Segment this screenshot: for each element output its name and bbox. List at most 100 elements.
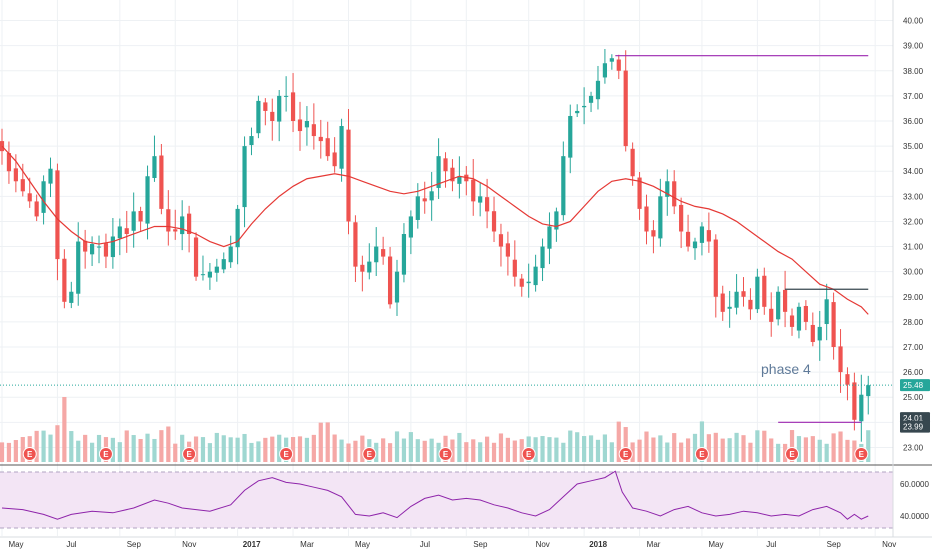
- candle[interactable]: [630, 142, 635, 186]
- candle[interactable]: [270, 98, 275, 141]
- candle[interactable]: [762, 267, 767, 315]
- candle[interactable]: [519, 273, 524, 297]
- candle[interactable]: [408, 210, 413, 255]
- candle[interactable]: [311, 103, 316, 150]
- earnings-marker[interactable]: E: [182, 447, 197, 461]
- candle[interactable]: [561, 141, 566, 221]
- candle[interactable]: [810, 312, 815, 347]
- candle[interactable]: [374, 227, 379, 277]
- candle[interactable]: [651, 220, 656, 254]
- candle[interactable]: [117, 218, 122, 256]
- candle[interactable]: [824, 283, 829, 341]
- candle[interactable]: [595, 65, 601, 110]
- candle[interactable]: [637, 171, 642, 220]
- candle[interactable]: [27, 177, 32, 208]
- candle[interactable]: [575, 104, 580, 117]
- candle[interactable]: [644, 194, 649, 245]
- rsi-axis[interactable]: 40.0000 60.0000: [900, 480, 929, 521]
- candle[interactable]: [367, 243, 372, 280]
- candle[interactable]: [304, 106, 310, 146]
- candle[interactable]: [485, 178, 490, 229]
- earnings-marker[interactable]: E: [362, 447, 377, 461]
- candle[interactable]: [138, 206, 143, 231]
- candle[interactable]: [6, 141, 12, 184]
- candle[interactable]: [214, 258, 219, 282]
- candle[interactable]: [582, 87, 587, 125]
- candle[interactable]: [776, 286, 781, 326]
- candle[interactable]: [339, 118, 344, 182]
- candle[interactable]: [526, 263, 531, 298]
- candle[interactable]: [332, 137, 337, 173]
- candle[interactable]: [290, 73, 296, 133]
- candle[interactable]: [796, 302, 802, 339]
- candle[interactable]: [741, 277, 746, 307]
- candle[interactable]: [588, 91, 594, 113]
- price-axis[interactable]: 23.0024.0025.0026.0027.0028.0029.0030.00…: [903, 17, 924, 453]
- candle[interactable]: [498, 223, 504, 267]
- candle[interactable]: [48, 157, 53, 198]
- candle[interactable]: [609, 54, 614, 70]
- candle[interactable]: [699, 222, 705, 256]
- candle[interactable]: [838, 329, 843, 393]
- candle[interactable]: [429, 171, 434, 221]
- candle[interactable]: [401, 223, 407, 283]
- candle[interactable]: [831, 292, 836, 360]
- candle[interactable]: [769, 292, 774, 337]
- candle[interactable]: [387, 246, 393, 309]
- earnings-marker[interactable]: E: [618, 447, 633, 461]
- candle[interactable]: [41, 175, 46, 225]
- candle[interactable]: [727, 290, 732, 328]
- candles[interactable]: [0, 49, 871, 442]
- candle[interactable]: [422, 181, 427, 214]
- candle[interactable]: [720, 285, 725, 321]
- candle[interactable]: [325, 121, 330, 161]
- candle[interactable]: [83, 229, 88, 269]
- candle[interactable]: [193, 232, 199, 281]
- candle[interactable]: [96, 235, 102, 264]
- earnings-marker[interactable]: E: [521, 447, 536, 461]
- candle[interactable]: [20, 163, 25, 197]
- candle[interactable]: [221, 252, 226, 274]
- candle[interactable]: [803, 300, 808, 331]
- candle[interactable]: [713, 234, 718, 318]
- candle[interactable]: [616, 54, 621, 80]
- candle[interactable]: [748, 288, 753, 320]
- candle[interactable]: [55, 163, 60, 281]
- candle[interactable]: [852, 372, 857, 431]
- candle[interactable]: [845, 367, 850, 401]
- candle[interactable]: [89, 236, 95, 267]
- candle[interactable]: [263, 98, 268, 126]
- candle[interactable]: [110, 218, 115, 269]
- candle[interactable]: [547, 212, 552, 265]
- candle[interactable]: [200, 255, 206, 281]
- candle[interactable]: [228, 235, 233, 268]
- candle[interactable]: [346, 108, 351, 235]
- candle[interactable]: [34, 194, 39, 222]
- earnings-marker[interactable]: E: [438, 447, 453, 461]
- candle[interactable]: [187, 205, 192, 253]
- candle[interactable]: [173, 209, 178, 240]
- earnings-marker[interactable]: E: [694, 447, 709, 461]
- candle[interactable]: [277, 90, 282, 142]
- candle[interactable]: [533, 254, 538, 292]
- candle[interactable]: [235, 204, 240, 265]
- earnings-marker[interactable]: E: [279, 447, 294, 461]
- candle[interactable]: [478, 182, 483, 217]
- earnings-marker[interactable]: E: [22, 447, 37, 461]
- candle[interactable]: [69, 281, 74, 309]
- candle[interactable]: [297, 101, 303, 151]
- candle[interactable]: [505, 231, 510, 276]
- earnings-marker[interactable]: E: [785, 447, 800, 461]
- candle[interactable]: [706, 212, 711, 253]
- candle[interactable]: [692, 237, 698, 260]
- candle[interactable]: [602, 49, 608, 84]
- candle[interactable]: [381, 236, 386, 265]
- candle[interactable]: [734, 274, 739, 315]
- candle[interactable]: [866, 375, 871, 415]
- candle[interactable]: [166, 190, 171, 246]
- candle[interactable]: [457, 156, 462, 199]
- candle[interactable]: [180, 200, 185, 251]
- candle[interactable]: [782, 270, 788, 328]
- candle[interactable]: [394, 259, 400, 316]
